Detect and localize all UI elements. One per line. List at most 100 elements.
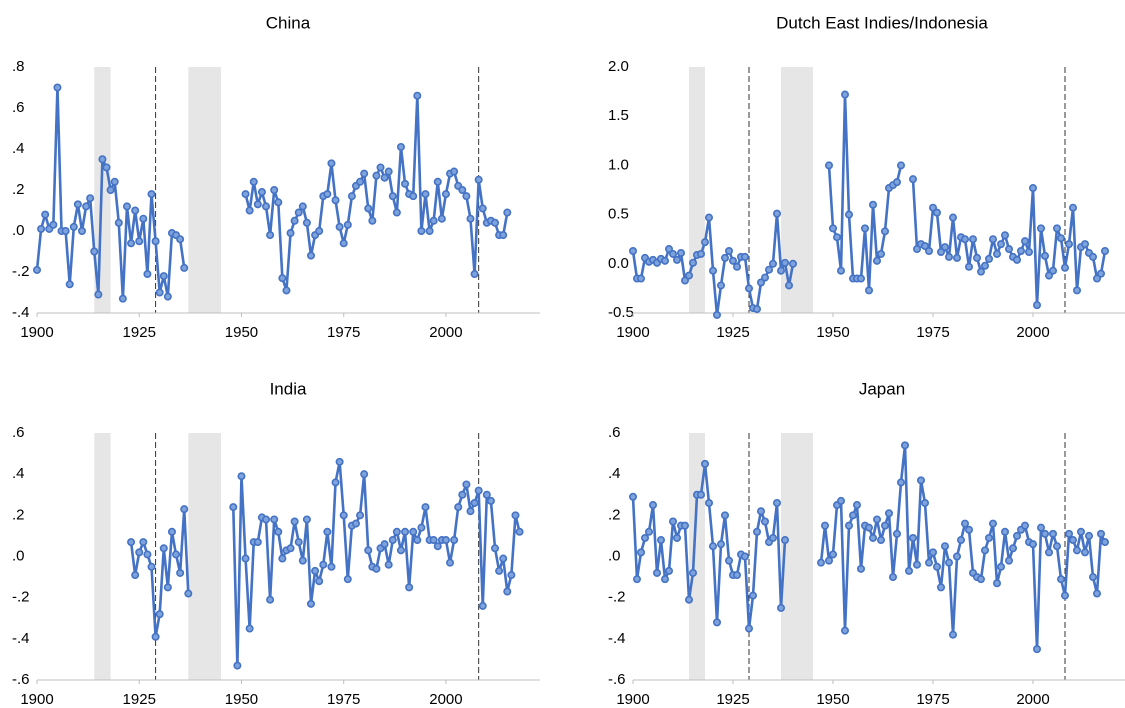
data-point xyxy=(840,626,849,635)
data-point xyxy=(936,247,945,256)
data-point xyxy=(1045,271,1054,280)
data-point xyxy=(868,533,877,542)
data-point xyxy=(237,472,246,481)
y-tick-label: .2 xyxy=(12,181,25,198)
data-point xyxy=(1073,546,1082,555)
data-point xyxy=(466,214,475,223)
data-point xyxy=(180,505,189,514)
data-point xyxy=(1093,589,1102,598)
data-point xyxy=(956,536,965,545)
data-point xyxy=(380,540,389,549)
x-tick-label: 1900 xyxy=(616,324,649,341)
data-point xyxy=(315,577,324,586)
data-point xyxy=(928,203,937,212)
data-point xyxy=(450,536,459,545)
data-point xyxy=(704,498,713,507)
data-point xyxy=(335,457,344,466)
data-point xyxy=(752,527,761,536)
data-point xyxy=(159,544,168,553)
data-point xyxy=(1020,237,1029,246)
data-point xyxy=(772,498,781,507)
data-point xyxy=(776,266,785,275)
y-tick-label: -.6 xyxy=(12,671,30,688)
data-point xyxy=(904,566,913,575)
data-point xyxy=(323,527,332,536)
data-point xyxy=(668,249,677,258)
data-point xyxy=(1061,591,1070,600)
data-point xyxy=(1097,529,1106,538)
data-point xyxy=(1097,269,1106,278)
x-tick-label: 2000 xyxy=(1016,324,1049,341)
data-point xyxy=(724,247,733,256)
data-point xyxy=(1004,556,1013,565)
y-tick-label: .0 xyxy=(12,547,25,564)
data-point xyxy=(708,266,717,275)
data-point xyxy=(932,562,941,571)
data-point xyxy=(988,235,997,244)
data-point xyxy=(482,490,491,499)
data-point xyxy=(960,519,969,528)
data-point xyxy=(180,263,189,272)
data-point xyxy=(648,501,657,510)
data-point xyxy=(776,603,785,612)
x-tick-label: 1950 xyxy=(225,691,258,708)
data-point xyxy=(392,208,401,217)
data-point xyxy=(446,558,455,567)
data-point xyxy=(286,544,295,553)
data-point xyxy=(380,173,389,182)
data-point xyxy=(335,222,344,231)
y-tick-label: .6 xyxy=(12,99,25,116)
data-point xyxy=(266,231,275,240)
data-point xyxy=(872,515,881,524)
data-point xyxy=(32,265,41,274)
data-point xyxy=(315,227,324,236)
data-point xyxy=(53,83,62,92)
data-point xyxy=(360,169,369,178)
data-point xyxy=(896,161,905,170)
data-point xyxy=(343,575,352,584)
data-point xyxy=(712,618,721,627)
y-tick-label: .2 xyxy=(12,506,25,523)
y-tick-label: -.4 xyxy=(12,304,30,321)
data-point xyxy=(417,523,426,532)
y-tick-label: .2 xyxy=(608,506,621,523)
data-point xyxy=(740,252,749,261)
x-tick-label: 1950 xyxy=(225,324,258,341)
data-point xyxy=(876,536,885,545)
y-tick-label: 2.0 xyxy=(608,58,629,75)
data-point xyxy=(306,599,315,608)
data-point xyxy=(892,529,901,538)
data-point xyxy=(343,220,352,229)
data-point xyxy=(688,568,697,577)
data-point xyxy=(102,163,111,172)
x-tick-label: 1950 xyxy=(816,324,849,341)
data-point xyxy=(1069,536,1078,545)
data-point xyxy=(163,583,172,592)
data-point xyxy=(1093,274,1102,283)
data-point xyxy=(656,536,665,545)
data-point xyxy=(163,292,172,301)
data-point xyxy=(462,480,471,489)
panel-title: Japan xyxy=(859,379,905,398)
data-point xyxy=(433,542,442,551)
data-point xyxy=(294,208,303,217)
y-tick-label: -.2 xyxy=(12,263,30,280)
data-point xyxy=(339,239,348,248)
data-point xyxy=(1073,286,1082,295)
data-layer xyxy=(628,90,1110,319)
data-point xyxy=(664,245,673,254)
data-point xyxy=(421,190,430,199)
data-point xyxy=(429,216,438,225)
data-point xyxy=(61,227,70,236)
data-point xyxy=(732,262,741,271)
data-point xyxy=(984,533,993,542)
data-point xyxy=(908,175,917,184)
data-point xyxy=(912,245,921,254)
data-point xyxy=(143,550,152,559)
data-point xyxy=(114,218,123,227)
data-point xyxy=(82,202,91,211)
data-point xyxy=(756,278,765,287)
data-point xyxy=(672,533,681,542)
data-point xyxy=(668,517,677,526)
data-point xyxy=(696,249,705,258)
